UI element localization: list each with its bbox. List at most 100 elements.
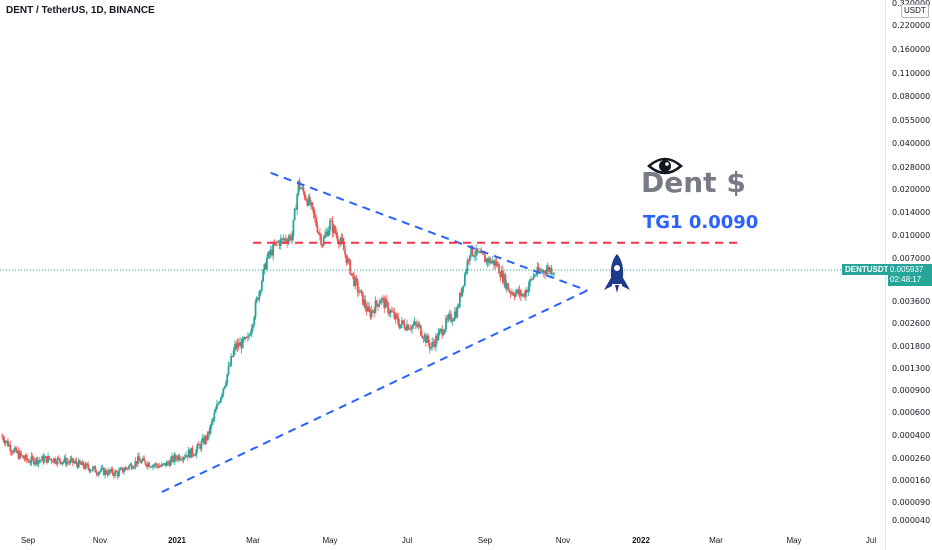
candle-body — [388, 312, 391, 314]
candle-body — [455, 311, 457, 318]
candle-body — [9, 444, 12, 452]
candle-body — [374, 300, 377, 314]
candle-body — [363, 299, 365, 305]
candle-body — [24, 455, 27, 460]
candle-body — [553, 272, 555, 274]
candle-body — [160, 464, 163, 467]
candle-body — [90, 470, 93, 472]
candle-body — [461, 287, 464, 296]
candle-body — [417, 324, 420, 327]
candle-body — [393, 312, 396, 319]
candle-body — [537, 266, 540, 272]
candle-body — [479, 251, 481, 254]
candle-body — [440, 328, 442, 331]
candle-body — [517, 289, 520, 295]
candle-body — [197, 443, 200, 446]
candle-body — [423, 334, 426, 340]
price-tick: 0.160000 — [892, 45, 931, 54]
dent-text: Dent — [641, 166, 717, 199]
currency-badge[interactable]: USDT — [901, 4, 929, 18]
candle-body — [407, 324, 410, 330]
price-tick: 0.000600 — [892, 408, 931, 417]
candle-body — [88, 468, 91, 472]
candle-body — [519, 290, 522, 296]
lower-trendline — [161, 289, 588, 493]
candle-body — [480, 251, 483, 254]
candle-body — [25, 455, 28, 461]
candle-body — [188, 449, 191, 458]
symbol-price-label: DENTUSDT — [842, 264, 892, 275]
candle-body — [358, 291, 360, 293]
candle-body — [129, 464, 132, 466]
candle-body — [532, 275, 535, 280]
candle-body — [173, 454, 176, 462]
candle-body — [396, 313, 398, 318]
candle-body — [291, 236, 294, 241]
candle-body — [244, 337, 247, 340]
candle-body — [430, 347, 432, 349]
candle-body — [44, 456, 47, 459]
candle-body — [190, 447, 193, 458]
candle-body — [134, 460, 137, 467]
candle-body — [232, 350, 235, 357]
candle-body — [327, 229, 330, 236]
candle-body — [226, 374, 229, 383]
price-tick: 0.000040 — [892, 516, 931, 525]
time-tick: Jul — [865, 536, 877, 545]
candle-body — [56, 457, 59, 464]
candle-body — [29, 462, 32, 464]
candle-body — [167, 461, 170, 463]
candle-body — [282, 238, 285, 240]
candle-body — [99, 471, 101, 473]
candle-body — [183, 457, 186, 458]
candle-body — [441, 328, 444, 336]
candle-body — [505, 283, 508, 289]
candle-body — [249, 334, 252, 336]
candle-body — [16, 451, 19, 453]
candle-body — [37, 460, 40, 465]
candle-body — [201, 437, 204, 442]
trendlines — [161, 171, 741, 493]
candle-body — [281, 238, 283, 240]
price-tick: 0.014000 — [892, 208, 931, 217]
candle-body — [250, 328, 253, 335]
candle-body — [204, 436, 207, 444]
symbol-title[interactable]: DENT / TetherUS, 1D, BINANCE — [6, 5, 155, 16]
candle-body — [335, 232, 338, 236]
candle-body — [500, 270, 503, 278]
candle-body — [353, 274, 355, 287]
candle-body — [55, 462, 58, 464]
candle-body — [135, 460, 138, 465]
candle-body — [109, 469, 111, 472]
candle-body — [164, 462, 167, 467]
candle-body — [404, 328, 407, 331]
candle-body — [61, 462, 64, 465]
candle-body — [67, 461, 70, 463]
candle-body — [104, 469, 106, 475]
candle-body — [139, 460, 142, 463]
candle-body — [412, 324, 415, 326]
candle-body — [496, 264, 499, 266]
candle-body — [196, 443, 199, 450]
eye-icon — [647, 157, 683, 175]
candle-body — [40, 460, 42, 461]
candle-body — [223, 386, 226, 389]
candle-body — [79, 460, 81, 464]
price-tick: 0.040000 — [892, 139, 931, 148]
price-tick: 0.020000 — [892, 185, 931, 194]
candle-body — [277, 241, 280, 243]
candle-body — [120, 467, 123, 469]
candle-body — [264, 263, 267, 270]
time-tick: Sep — [477, 536, 493, 545]
candle-body — [87, 464, 90, 469]
candle-body — [116, 472, 119, 477]
candle-body — [462, 285, 465, 288]
candle-body — [341, 237, 344, 244]
candle-body — [279, 238, 282, 246]
candle-body — [509, 291, 512, 294]
rocket-icon — [604, 254, 630, 293]
candle-body — [145, 464, 148, 467]
candle-body — [540, 270, 543, 272]
candle-body — [86, 463, 88, 465]
